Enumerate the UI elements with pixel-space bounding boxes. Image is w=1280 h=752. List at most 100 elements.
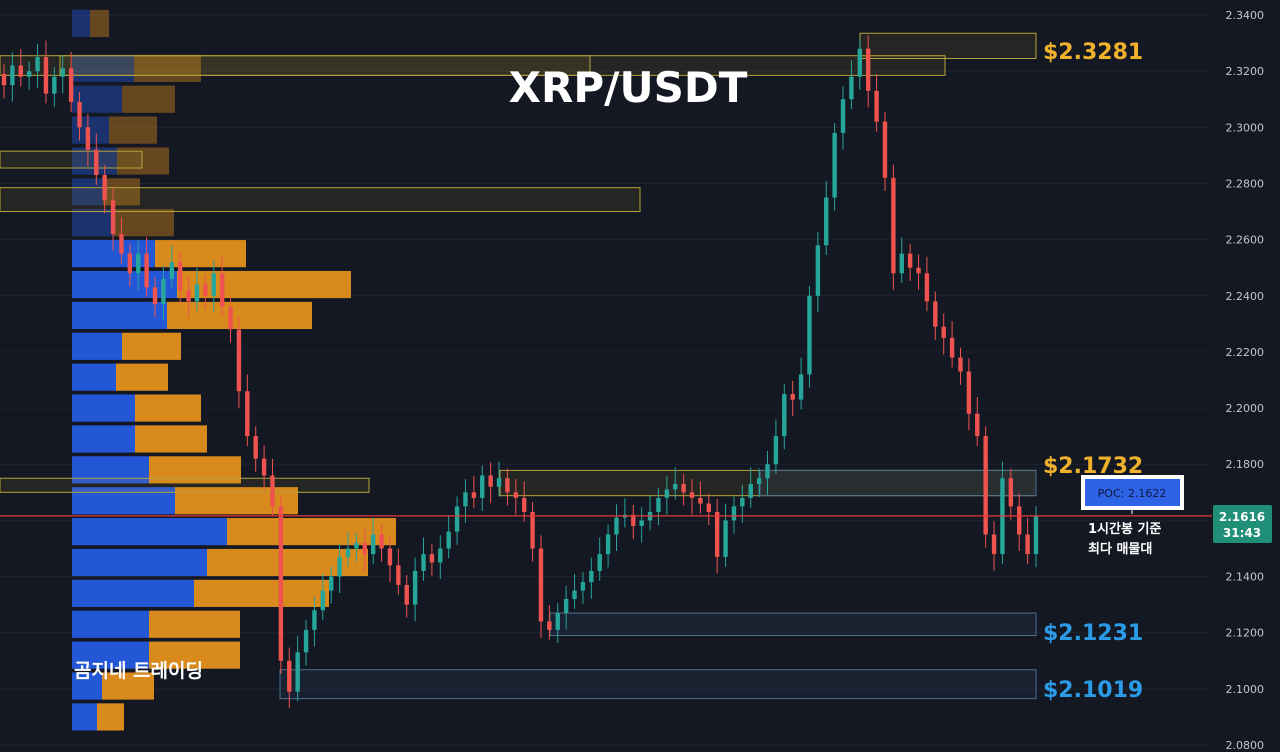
candle-body <box>605 534 611 555</box>
candle-body <box>278 506 284 661</box>
candle-body <box>43 57 49 94</box>
candle-body <box>10 65 15 86</box>
candle-body <box>731 506 737 521</box>
candle-body <box>110 200 116 234</box>
volume-profile-sell-bar <box>177 270 351 299</box>
candle-body <box>421 554 426 571</box>
candle-body <box>941 326 946 338</box>
candle-body <box>463 492 468 507</box>
volume-profile-sell-bar <box>116 363 168 391</box>
price-tick-label: 2.2600 <box>1226 234 1265 247</box>
candle-body <box>1 73 7 86</box>
candle-body <box>798 374 804 400</box>
candle-body <box>673 483 678 490</box>
price-tick-label: 2.3200 <box>1226 65 1265 78</box>
resistance-zone <box>859 32 1037 60</box>
candle-body <box>983 436 988 535</box>
candle-body <box>203 284 208 296</box>
volume-profile-sell-bar <box>149 456 241 484</box>
volume-profile-buy-bar <box>72 703 97 731</box>
volume-profile-buy-bar <box>72 641 149 669</box>
candle-body <box>865 48 871 91</box>
volume-profile-sell-bar <box>114 209 174 237</box>
candle-body <box>345 548 351 557</box>
candle-body <box>387 548 393 566</box>
candle-body <box>169 262 175 279</box>
price-tick-label: 2.1000 <box>1226 683 1265 696</box>
level-label-support-2: $2.1019 <box>1043 678 1143 703</box>
candle-body <box>899 253 904 274</box>
volume-profile-sell-bar <box>90 9 109 38</box>
volume-profile-buy-bar <box>72 487 175 515</box>
volume-profile-sell-bar <box>207 548 368 577</box>
volume-profile-sell-bar <box>175 487 298 515</box>
resistance-zone <box>0 187 641 213</box>
price-tick-label: 2.1400 <box>1226 571 1265 584</box>
candle-body <box>26 71 32 77</box>
candle-body <box>513 492 519 498</box>
candle-body <box>907 253 913 268</box>
level-label-support-1: $2.1231 <box>1043 621 1143 646</box>
volume-profile-buy-bar <box>72 363 116 391</box>
candle-body <box>538 548 544 622</box>
candle-body <box>521 497 527 512</box>
candle-body <box>94 149 99 176</box>
candle-body <box>723 520 728 557</box>
candle-body <box>782 394 787 437</box>
price-axis: 2.3400 2.3200 2.3000 2.2800 2.2600 2.2400 2.22… <box>1226 9 1265 752</box>
level-label-mid: $2.1732 <box>1043 454 1143 479</box>
volume-profile-sell-bar <box>109 116 157 144</box>
candle-body <box>186 290 191 302</box>
candle-body <box>261 458 267 476</box>
candle-body <box>211 273 216 296</box>
price-tick-label: 2.3000 <box>1226 121 1265 134</box>
candle-body <box>119 234 124 254</box>
candle-body <box>756 478 762 484</box>
candle-body <box>689 492 695 498</box>
poc-callout: POC: 2.1622 <box>1081 475 1184 514</box>
volume-profile-sell-bar <box>97 703 124 731</box>
candle-body <box>597 554 602 571</box>
candle-body <box>1025 534 1030 555</box>
candle-body <box>362 542 367 555</box>
candle-body <box>228 307 233 330</box>
volume-profile-buy-bar <box>72 456 149 484</box>
volume-profile-buy-bar <box>72 209 114 237</box>
volume-profile-sell-bar <box>103 178 140 206</box>
candle-body <box>891 177 896 274</box>
volume-profile-sell-bar <box>155 240 246 268</box>
candle-body <box>924 273 930 302</box>
candle-body <box>849 76 854 100</box>
candle-body <box>807 295 812 375</box>
candle-body <box>77 102 82 128</box>
candle-body <box>1008 478 1014 507</box>
volume-profile-sell-bar <box>135 425 207 453</box>
volume-profile-sell-bar <box>135 394 201 422</box>
candle-body <box>35 57 40 72</box>
price-tick-label: 2.0800 <box>1226 739 1265 752</box>
candle-body <box>975 413 980 437</box>
volume-profile-buy-bar <box>72 548 207 577</box>
note-line-1: 1시간봉 기준 <box>1088 521 1161 537</box>
candle-body <box>446 531 451 549</box>
candle-body <box>454 506 460 532</box>
candle-body <box>991 534 997 555</box>
volume-profile-buy-bar <box>72 9 90 38</box>
candle-body <box>664 489 670 498</box>
candle-body <box>329 576 334 591</box>
volume-profile-buy-bar <box>72 425 135 453</box>
candle-body <box>773 436 779 465</box>
candle-body <box>295 652 300 692</box>
volume-profile-sell-bar <box>102 672 154 700</box>
candle-body <box>563 599 569 614</box>
candle-body <box>1017 506 1022 535</box>
volume-profile-sell-bar <box>227 518 396 546</box>
candle-body <box>714 511 720 557</box>
candle-body <box>882 121 888 178</box>
support-zone <box>549 612 1037 636</box>
resistance-zone <box>59 55 946 76</box>
candle-body <box>547 621 552 630</box>
candle-body <box>18 65 23 77</box>
candle-body <box>505 478 510 493</box>
